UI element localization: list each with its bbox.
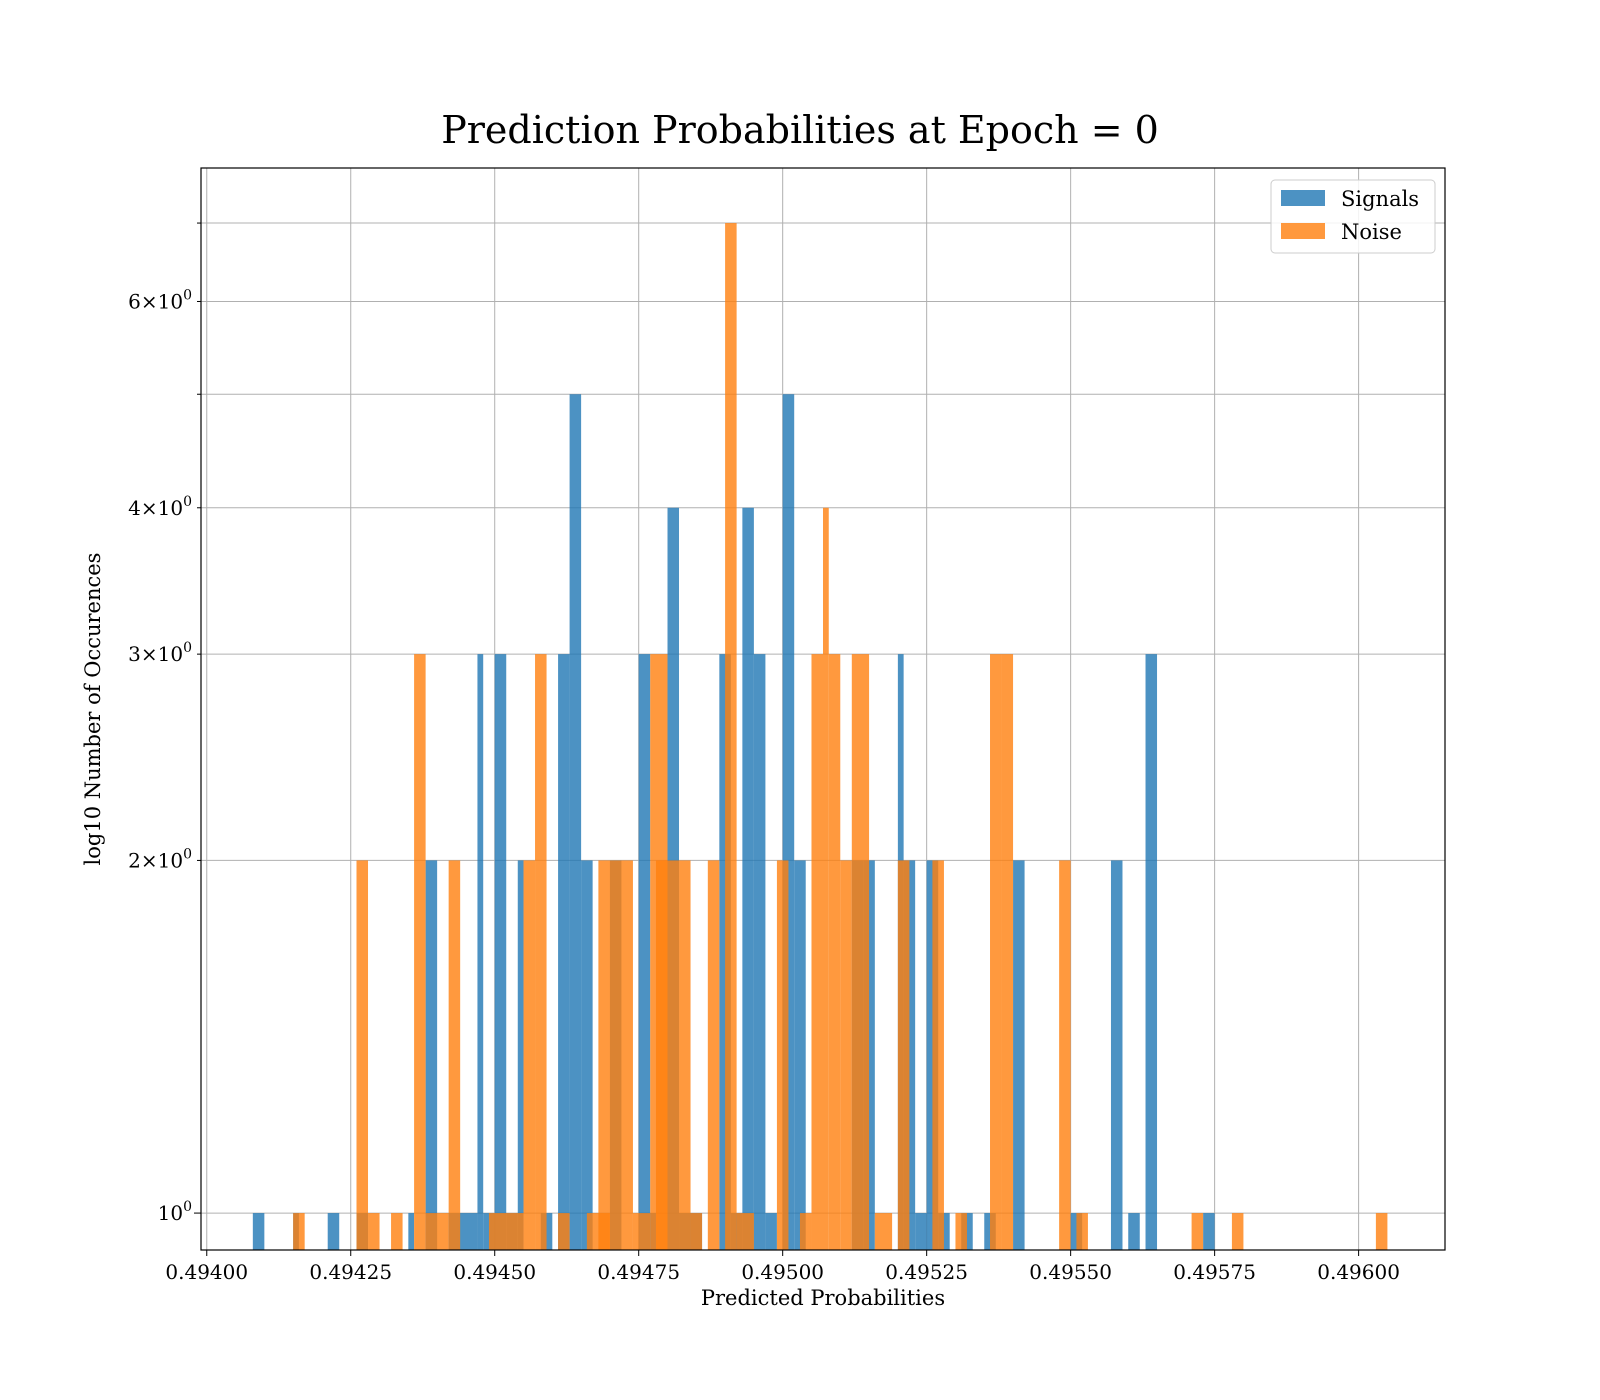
- signals-bar: [915, 1213, 927, 1250]
- noise-bar: [776, 860, 789, 1250]
- noise-bar: [736, 1213, 754, 1250]
- signals-bar: [794, 860, 806, 1250]
- legend-swatch-noise: [1281, 223, 1325, 239]
- y-tick-label: 4×100: [128, 494, 192, 520]
- x-tick-label: 0.49475: [597, 1260, 680, 1284]
- x-tick-label: 0.49550: [1029, 1260, 1112, 1284]
- noise-bar: [632, 1213, 651, 1250]
- signals-bar: [765, 1213, 777, 1250]
- noise-bar: [655, 860, 691, 1250]
- noise-bar: [1059, 860, 1071, 1250]
- signals-bar: [1203, 1213, 1215, 1250]
- noise-bar: [598, 860, 633, 1250]
- noise-bar: [932, 860, 944, 1250]
- signals-bar: [408, 1213, 415, 1250]
- signals-bar: [558, 654, 570, 1250]
- signals-bar: [742, 507, 754, 1250]
- signals-bar: [477, 654, 484, 1250]
- legend-label-signals: Signals: [1341, 187, 1419, 211]
- noise-bar: [690, 1213, 703, 1250]
- x-tick-label: 0.49575: [1173, 1260, 1256, 1284]
- noise-bar: [955, 1213, 967, 1250]
- noise-bar: [851, 654, 870, 1250]
- noise-bar: [874, 1213, 893, 1250]
- signals-bar: [938, 1213, 950, 1250]
- y-axis-label: log10 Number of Occurences: [81, 553, 105, 866]
- y-tick-label: 2×100: [128, 846, 192, 872]
- noise-bar: [707, 860, 720, 1250]
- y-tick-label: 100: [158, 1199, 192, 1225]
- noise-bar: [799, 1213, 812, 1250]
- signals-bar: [517, 860, 524, 1250]
- signals-bar: [638, 654, 651, 1250]
- chart-title: Prediction Probabilities at Epoch = 0: [441, 108, 1159, 152]
- signals-bar: [903, 860, 916, 1250]
- signals-bar: [753, 654, 766, 1250]
- noise-bar: [897, 860, 910, 1250]
- x-tick-label: 0.49400: [165, 1260, 248, 1284]
- noise-bar: [535, 654, 547, 1250]
- noise-bar: [828, 654, 841, 1250]
- noise-bar: [414, 654, 426, 1250]
- signals-bar: [782, 394, 795, 1250]
- noise-bar: [293, 1213, 305, 1250]
- signals-bar: [1110, 860, 1123, 1250]
- noise-bar: [990, 654, 1002, 1250]
- noise-bar: [448, 860, 461, 1250]
- noise-bar: [1076, 1213, 1088, 1250]
- signals-bar: [1013, 860, 1025, 1250]
- noise-bar: [523, 860, 536, 1250]
- legend: Signals Noise: [1270, 179, 1436, 254]
- noise-bar: [488, 1213, 524, 1250]
- x-tick-label: 0.49600: [1317, 1260, 1400, 1284]
- signals-bar: [581, 860, 593, 1250]
- noise-bar: [840, 860, 852, 1250]
- noise-bar: [811, 654, 823, 1250]
- signals-bar: [569, 394, 582, 1250]
- y-tick-label: 3×100: [128, 640, 192, 666]
- noise-bar: [725, 223, 737, 1250]
- legend-label-noise: Noise: [1341, 220, 1402, 244]
- signals-bar: [425, 860, 438, 1250]
- y-axis-ticks: 100 2×100 3×100 4×100 6×100: [128, 222, 201, 1225]
- noise-bar: [368, 1213, 380, 1250]
- noise-bar: [1231, 1213, 1244, 1250]
- noise-bar: [1001, 654, 1014, 1250]
- noise-bar: [1191, 1213, 1204, 1250]
- x-tick-label: 0.49500: [741, 1260, 824, 1284]
- x-axis-label: Predicted Probabilities: [701, 1286, 945, 1310]
- noise-bar: [823, 507, 829, 1250]
- signals-bar: [252, 1213, 265, 1250]
- noise-bar: [1375, 1213, 1388, 1250]
- x-axis-ticks: 0.49400 0.49425 0.49450 0.49475 0.49500 0.495…: [165, 1250, 1400, 1284]
- x-tick-label: 0.49425: [309, 1260, 392, 1284]
- signals-bar: [1145, 654, 1158, 1250]
- noise-bar: [356, 860, 369, 1250]
- x-tick-label: 0.49450: [453, 1260, 536, 1284]
- noise-bar: [425, 1213, 449, 1250]
- signals-bar: [719, 654, 731, 1250]
- histogram-bars: [252, 223, 1388, 1250]
- signals-bar: [494, 654, 507, 1250]
- x-tick-label: 0.49525: [885, 1260, 968, 1284]
- signals-bar: [1128, 1213, 1140, 1250]
- noise-bar: [391, 1213, 403, 1250]
- y-tick-label: 6×100: [128, 287, 192, 313]
- noise-bar: [558, 1213, 570, 1250]
- legend-swatch-signals: [1281, 190, 1325, 206]
- signals-bar: [327, 1213, 340, 1250]
- plot-frame: [200, 167, 1446, 1251]
